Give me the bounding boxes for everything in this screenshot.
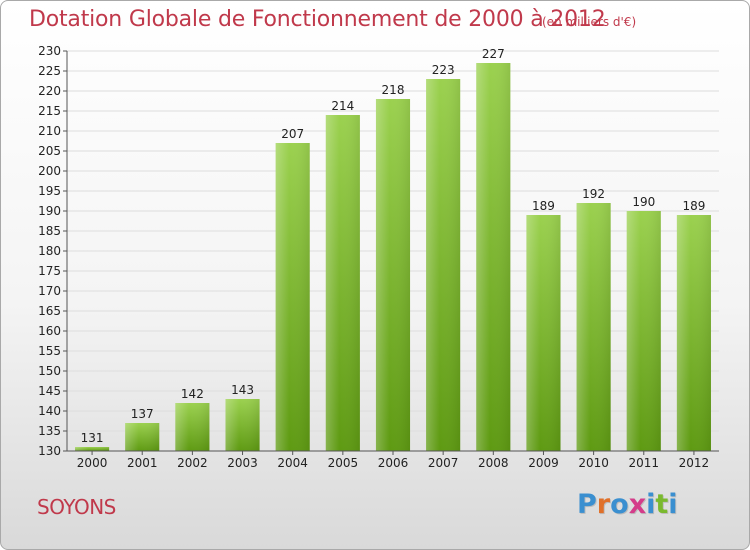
y-tick-label: 175 — [38, 264, 61, 278]
bar-shine — [225, 399, 260, 451]
logo-letter: i — [668, 489, 678, 520]
bar-shine — [676, 215, 711, 451]
x-tick-label: 2000 — [77, 456, 108, 470]
bar-value-label: 190 — [632, 195, 655, 209]
y-tick-label: 140 — [38, 404, 61, 418]
y-tick-label: 185 — [38, 224, 61, 238]
bar-value-label: 227 — [482, 47, 505, 61]
x-tick-label: 2002 — [177, 456, 208, 470]
x-tick-label: 2001 — [127, 456, 158, 470]
bar-value-label: 131 — [81, 431, 104, 445]
bar-shine — [576, 203, 611, 451]
x-tick-label: 2003 — [227, 456, 258, 470]
y-tick-label: 190 — [38, 204, 61, 218]
proxiti-logo[interactable]: Proxiti — [577, 489, 678, 520]
axes: 1301351401451501551601651701751801851901… — [38, 44, 719, 470]
bar-shine — [175, 403, 210, 451]
x-tick-label: 2006 — [378, 456, 409, 470]
y-tick-label: 195 — [38, 184, 61, 198]
bar-shine — [75, 447, 110, 451]
x-tick-label: 2008 — [478, 456, 509, 470]
y-tick-label: 210 — [38, 124, 61, 138]
x-tick-label: 2011 — [628, 456, 659, 470]
y-tick-label: 225 — [38, 64, 61, 78]
logo-letter: o — [610, 489, 629, 520]
bar-value-label: 218 — [382, 83, 405, 97]
y-tick-label: 145 — [38, 384, 61, 398]
y-tick-label: 170 — [38, 284, 61, 298]
bar-value-label: 189 — [682, 199, 705, 213]
logo-letter: i — [646, 489, 656, 520]
y-tick-label: 230 — [38, 44, 61, 58]
x-tick-label: 2010 — [578, 456, 609, 470]
bar-shine — [426, 79, 461, 451]
y-tick-label: 150 — [38, 364, 61, 378]
bar-value-label: 223 — [432, 63, 455, 77]
bar-shine — [125, 423, 160, 451]
x-tick-label: 2005 — [328, 456, 359, 470]
bar-shine — [526, 215, 561, 451]
bar-value-label: 142 — [181, 387, 204, 401]
bar-value-label: 207 — [281, 127, 304, 141]
bar-value-label: 192 — [582, 187, 605, 201]
x-tick-label: 2012 — [679, 456, 710, 470]
bar-shine — [626, 211, 661, 451]
bar-shine — [275, 143, 310, 451]
bar-shine — [325, 115, 360, 451]
bar-value-label: 137 — [131, 407, 154, 421]
bar-shine — [476, 63, 511, 451]
bar-shine — [375, 99, 411, 451]
x-tick-label: 2007 — [428, 456, 459, 470]
chart-subtitle: (en milliers d'€) — [542, 15, 637, 29]
logo-letter: r — [596, 489, 611, 520]
bar-value-label: 214 — [331, 99, 354, 113]
y-tick-label: 180 — [38, 244, 61, 258]
x-tick-label: 2004 — [277, 456, 308, 470]
y-tick-label: 165 — [38, 304, 61, 318]
x-tick-label: 2009 — [528, 456, 559, 470]
y-tick-label: 155 — [38, 344, 61, 358]
logo-letter: x — [628, 489, 647, 520]
y-tick-label: 215 — [38, 104, 61, 118]
chart-title: Dotation Globale de Fonctionnement de 20… — [29, 7, 606, 32]
bars: 131 137 142 143 207 214 218 223 227 189 192 190 189 — [75, 47, 711, 451]
y-tick-label: 130 — [38, 444, 61, 458]
logo-letter: t — [655, 489, 669, 520]
bar-value-label: 189 — [532, 199, 555, 213]
y-tick-label: 200 — [38, 164, 61, 178]
y-tick-label: 220 — [38, 84, 61, 98]
y-tick-label: 135 — [38, 424, 61, 438]
logo-letter: P — [577, 489, 597, 520]
y-tick-label: 160 — [38, 324, 61, 338]
bar-value-label: 143 — [231, 383, 254, 397]
y-tick-label: 205 — [38, 144, 61, 158]
city-name: SOYONS — [37, 495, 116, 519]
